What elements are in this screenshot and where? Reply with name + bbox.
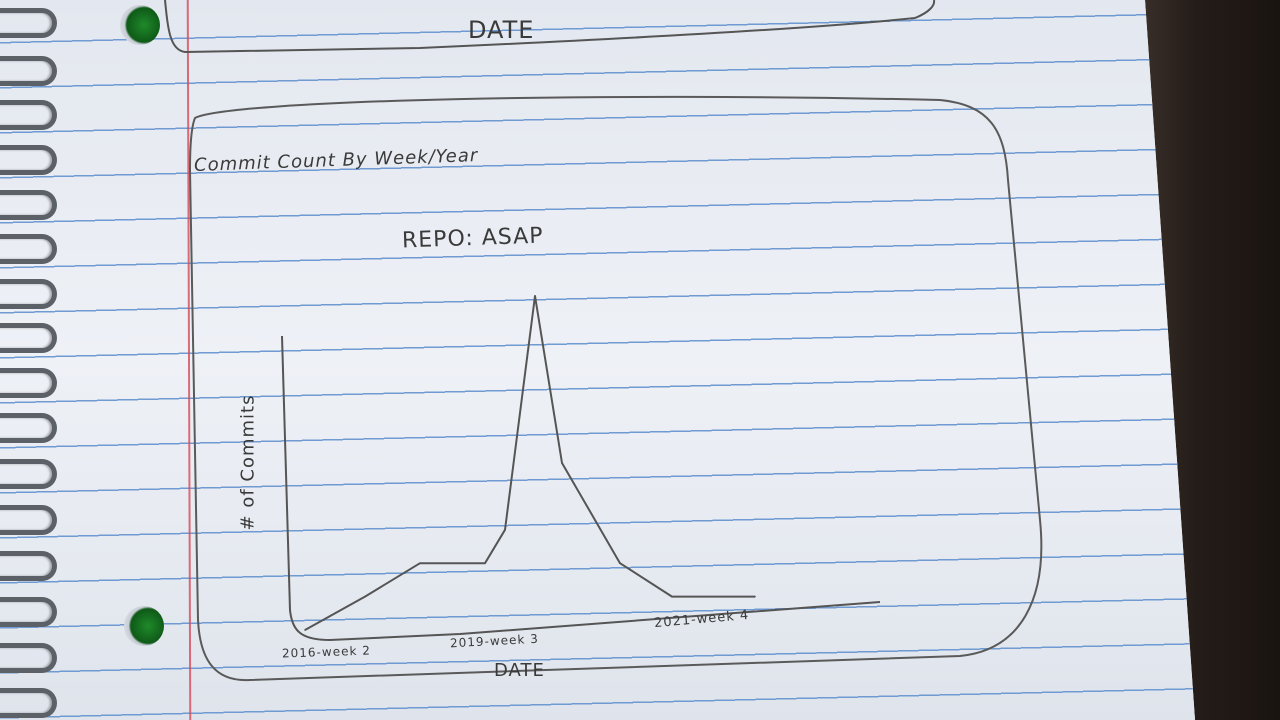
data-point	[619, 562, 621, 564]
x-axis-label: DATE	[494, 660, 545, 681]
y-axis-label: # of Commits	[237, 394, 259, 531]
series-line	[304, 295, 755, 631]
spiral-coil	[0, 190, 57, 220]
spiral-coil	[0, 551, 57, 581]
spiral-coil	[0, 145, 57, 175]
data-point	[671, 595, 673, 598]
data-point	[484, 562, 486, 564]
data-point	[419, 562, 421, 564]
spiral-coil	[0, 368, 57, 398]
data-point	[561, 462, 563, 464]
chart-axes	[281, 335, 881, 642]
punch-hole	[124, 606, 164, 646]
spiral-coil	[0, 100, 57, 130]
spiral-coil	[0, 323, 57, 353]
top-box-label: DATE	[468, 16, 535, 44]
spiral-coil	[0, 505, 57, 535]
spiral-coil	[0, 234, 57, 264]
spiral-coil	[0, 8, 57, 38]
spiral-coil	[0, 643, 57, 673]
data-point	[534, 295, 536, 297]
data-point	[304, 629, 306, 631]
spiral-coil	[0, 56, 57, 86]
spiral-coil	[0, 279, 57, 309]
notebook-page: DATE Commit Count By Week/Year REPO: ASA…	[0, 0, 1195, 720]
spiral-coil	[0, 459, 57, 489]
data-point	[364, 595, 366, 598]
punch-hole	[120, 5, 160, 45]
spiral-coil	[0, 413, 57, 443]
spiral-coil	[0, 688, 57, 718]
data-point	[504, 529, 506, 531]
spiral-coil	[0, 597, 57, 627]
chart-series	[304, 295, 756, 631]
chart-subtitle: REPO: ASAP	[401, 223, 544, 254]
sketch-frame	[188, 95, 1043, 682]
top-box-outline	[164, 0, 936, 54]
data-point	[754, 595, 756, 598]
